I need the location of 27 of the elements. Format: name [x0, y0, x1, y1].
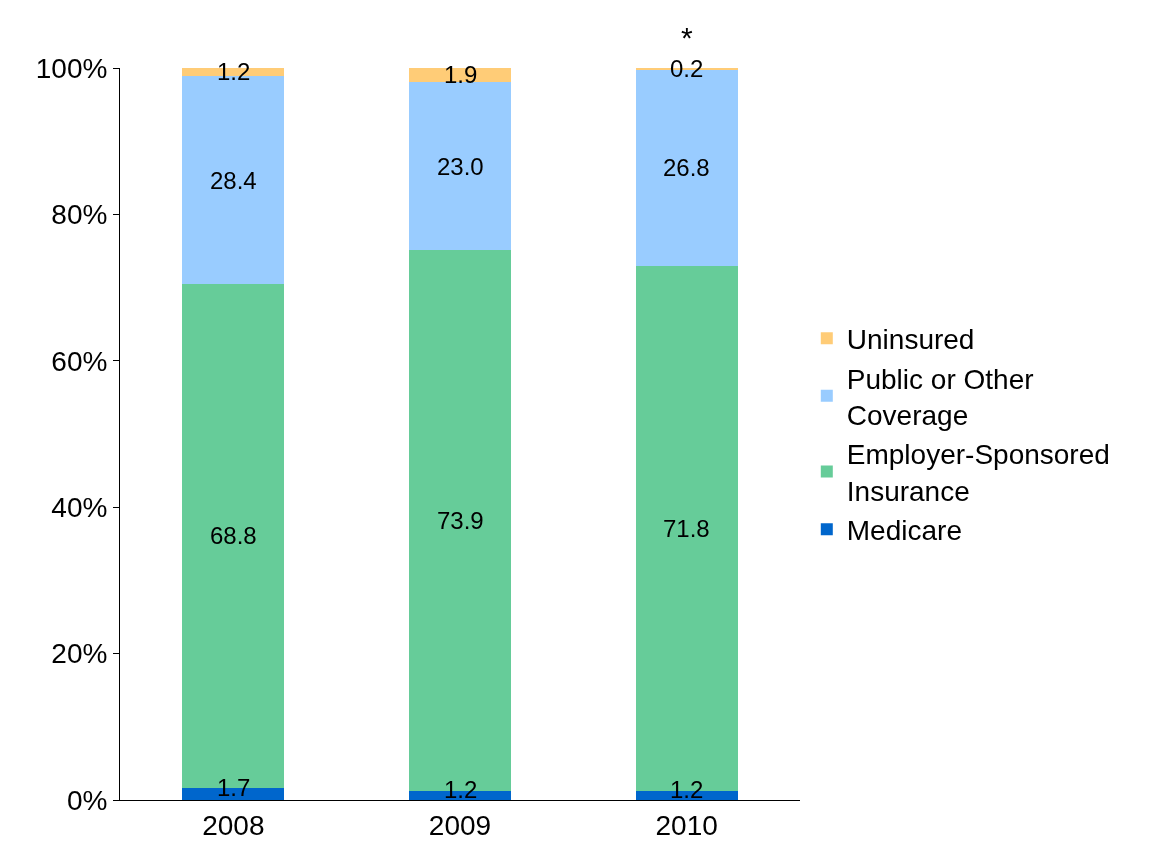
data-label: 1.2: [217, 58, 251, 85]
data-label: 1.9: [444, 61, 478, 88]
y-tick-label: 0%: [66, 784, 108, 816]
annotation: *: [681, 21, 693, 54]
bar: [409, 81, 511, 251]
x-tick-label: 2010: [655, 809, 718, 841]
y-tick-label: 100%: [35, 52, 108, 84]
data-label: 1.2: [444, 776, 478, 803]
data-label: 26.8: [663, 154, 710, 181]
data-label: 71.8: [663, 515, 710, 542]
y-tick-label: 60%: [51, 345, 108, 377]
data-label: 23.0: [437, 153, 484, 180]
data-label: 68.8: [210, 522, 257, 549]
legend-label: Public or Other Coverage: [846, 363, 1034, 431]
data-label: 0.2: [670, 55, 704, 82]
y-tick-label: 40%: [51, 492, 108, 523]
x-tick-label: 2008: [202, 809, 265, 841]
data-label: 1.7: [217, 774, 251, 801]
x-tick-label: 2009: [428, 809, 492, 841]
y-tick-label: 20%: [51, 638, 108, 670]
y-tick-label: 80%: [51, 199, 108, 231]
legend-label: Uninsured: [846, 324, 975, 356]
data-label: 28.4: [210, 167, 257, 194]
legend-label: Medicare: [846, 515, 962, 547]
data-label: 73.9: [437, 507, 484, 534]
data-label: 1.2: [670, 776, 704, 803]
legend-label: Employer-Sponsored Insurance: [846, 439, 1110, 507]
